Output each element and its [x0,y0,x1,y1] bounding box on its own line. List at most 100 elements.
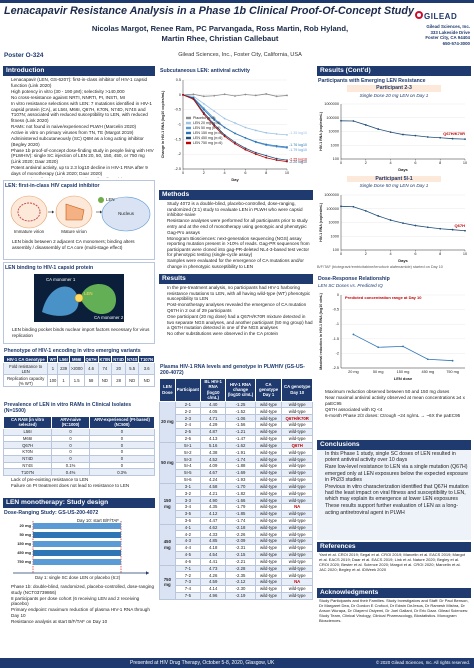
table-row: L56I 0 0 [3,427,155,436]
logo-mark [415,11,423,19]
data-point [182,94,184,97]
table-row: Fold resistance to LEN 1 239 >2000 4.6 74 20 5.… [3,362,155,376]
table-cell: 0.3% [88,468,155,476]
data-point [275,95,278,98]
footnote: B/F/TAF (bictegravir/emtricitabine/tenof… [317,265,443,270]
diagram-label: LEN [106,198,115,203]
series-line [353,334,453,362]
data-point [213,110,216,113]
address-line: 650-574-3000 [442,40,470,46]
bullet: Maximum reduction observed between 50 an… [325,389,471,395]
table-cell: 2-4 [174,421,201,429]
x-tick-label: 4 [390,252,392,256]
table-cell: 4.96 [199,591,227,600]
data-point [213,95,216,97]
table-cell: wild-type [281,427,313,436]
table-cell: 1.5 [68,374,85,388]
figure-subtitle: Dose-Ranging Study: GS-US-200-4072 [4,510,99,517]
table-cell: wild-type [281,557,313,566]
table-row: K70N 0 0 [3,448,155,456]
table-row: 7-3 4.59 -2.12 wild-type NA [160,578,313,586]
table-cell: wild-type [281,448,313,457]
y-tick-label: -2 [336,351,339,355]
dose-cell: 150 mg [159,482,176,525]
methods: Methods Study 4072 is a double-blind, pl… [159,190,313,272]
x-tick-label: 750 mg [446,370,459,374]
table-cell: -2.09 [225,537,256,546]
table-row: 3-2 4.21 -1.82 wild-type wild-type [160,489,313,498]
table-cell: 2-3 [174,414,201,423]
cohort-label: 50 mg [19,532,31,537]
data-point [244,93,247,96]
chart-title: Participant 2-3 [347,85,441,92]
table-cell: 5.16 [199,441,227,450]
x-tick-label: 150 mg [397,370,410,374]
y-tick-label: -2.5 [174,167,181,171]
bullet: Study 4072 is a double-blind, placebo-co… [167,201,313,218]
table-row: N74D 0 0 [3,454,155,463]
data-point [364,209,367,212]
table-cell: wild-type [254,434,283,443]
table-cell: wild-type [281,544,313,552]
data-point [223,93,226,96]
x-tick-label: 4 [390,161,392,165]
table-cell: wild-type [281,482,313,491]
table-cell: 4.62 [199,523,227,532]
conclusions: Conclusions In this Phase 1 study, singl… [317,440,471,540]
table-cell: wild-type [281,537,313,546]
table-cell: 3-3 [174,496,201,505]
data-point [202,113,205,116]
y-tick-label: -2.5 [332,366,339,370]
table-row: 2-3 4.71 -1.06 wild-type Q67H/K70R [160,414,313,423]
table-cell: 7-4 [174,584,201,593]
table-cell: -2.35 [225,571,256,580]
data-point [244,149,247,151]
section-title: Methods [159,190,313,201]
column-header: M66I [68,355,85,364]
table-cell: 0.1% [51,461,90,470]
table-cell: NA [281,578,313,586]
data-point [286,146,288,149]
table-cell: -1.47 [225,434,256,443]
antiviral-block: Subcutaneous LEN: antiviral activity 0.5… [159,66,313,188]
table-cell: -1.21 [225,427,256,436]
table-row: 5I-2 4.38 -1.91 wild-type wild-type [160,448,313,457]
table-cell: Q67H [3,441,53,450]
data-point [244,147,247,150]
y-tick-label: 10000 [328,220,339,224]
table-cell: L56I [3,427,53,436]
table-cell: wild-type [281,468,313,477]
data-point [223,134,226,137]
x-tick-label: 0 [182,171,184,175]
table-cell: 2-2 [174,407,201,416]
end-label: -1.79 log10 [289,148,307,152]
table-cell: 1 [47,362,59,376]
table-cell: 5I-5 [174,468,201,477]
table-cell: wild-type [281,571,313,580]
table-row: 2-6 4.13 -1.47 wild-type wild-type [160,434,313,443]
bullet: High potency in vitro (30 - 190 pM); sel… [11,89,155,95]
diagram-label: Day 1: single SC dose LEN or placebo (6:… [35,576,121,581]
participant-chart: 100 1000 10000 100000 1000000 0 2 4 6 8 10 Days HIV-… [319,102,467,172]
table-row: T107N 0.4% 0.3% [3,468,155,476]
table-cell: wild-type [254,509,283,518]
table-cell: 4.52 [199,455,227,464]
x-tick-label: 8 [265,171,267,175]
x-tick-label: 2 [365,161,367,165]
table-cell: 4.67 [199,468,227,477]
table-cell: 100 [47,374,59,388]
table-row: 7-2 4.26 -2.35 wild-type wild-type [160,571,313,580]
figure-title: LEN: first-in-class HIV capsid inhibitor [5,183,100,189]
bullet: Previous in vitro characterization ident… [325,484,471,503]
cohort-bar [33,541,121,548]
table-cell: 4-6 [174,557,201,566]
end-label: -1.35 log10 [289,131,307,135]
table-cell: 28 [111,374,126,388]
table-cell: N74S [3,461,53,470]
diagram-label: Day 10: start B/F/TAF [77,519,119,524]
references-text: Yant et al. CROI 2019; Segal et al. CROI… [319,552,465,572]
footer-text: Presented at HIV Drug Therapy, October 5… [130,660,275,666]
bullet: Phase 1b proof-of-concept dose-finding s… [11,148,155,165]
bullet: Resistance analyses were performed for a… [167,218,313,235]
data-point [377,214,380,217]
